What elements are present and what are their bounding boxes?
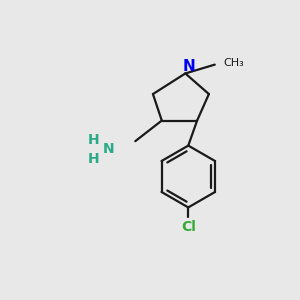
Text: H: H bbox=[88, 152, 100, 166]
Text: CH₃: CH₃ bbox=[224, 58, 244, 68]
Text: H: H bbox=[88, 133, 100, 147]
Text: N: N bbox=[103, 142, 115, 155]
Text: N: N bbox=[182, 59, 195, 74]
Text: Cl: Cl bbox=[181, 220, 196, 234]
